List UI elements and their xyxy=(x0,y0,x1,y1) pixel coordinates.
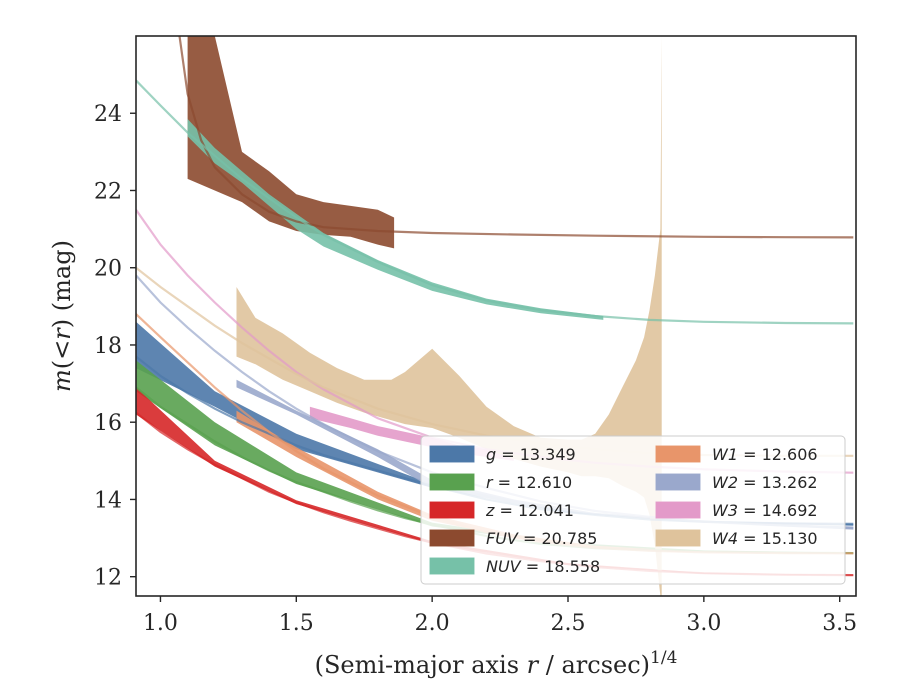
x-tick-label: 1.0 xyxy=(143,611,178,636)
y-tick-label: 16 xyxy=(94,411,122,436)
legend-label-w3: W3 = 14.692 xyxy=(712,501,818,520)
legend: g = 13.349 r = 12.610 z = 12.041 FUV = 20.7… xyxy=(420,435,846,585)
band-fuv xyxy=(187,36,395,249)
y-tick-label: 14 xyxy=(94,488,122,513)
x-tick-label: 3.0 xyxy=(686,611,721,636)
x-axis-label-exponent: 1/4 xyxy=(650,648,677,668)
legend-label-g: g = 13.349 xyxy=(486,445,576,464)
curve-nuv xyxy=(136,79,854,325)
legend-swatch-fuv xyxy=(429,529,475,547)
legend-swatch-w1 xyxy=(655,445,701,463)
y-tick-label: 24 xyxy=(94,102,122,127)
legend-swatch-w2 xyxy=(655,473,701,491)
y-axis-label-close: ) xyxy=(48,319,76,328)
y-axis-label-open: ( xyxy=(48,360,76,369)
x-tick-label: 2.5 xyxy=(551,611,586,636)
legend-label-z: z = 12.041 xyxy=(485,501,574,520)
plot-frame xyxy=(135,35,857,597)
y-axis-label-unit: (mag) xyxy=(48,240,76,319)
legend-swatch-r xyxy=(429,473,475,491)
x-axis-ticks: 1.0 1.5 2.0 2.5 3.0 3.5 xyxy=(143,596,857,636)
legend-swatch-g xyxy=(429,445,475,463)
y-tick-label: 20 xyxy=(94,257,122,282)
y-axis-label: m(<r) (mag) xyxy=(48,240,76,392)
x-tick-label: 3.5 xyxy=(822,611,857,636)
legend-label-r: r = 12.610 xyxy=(486,473,572,492)
x-tick-label: 2.0 xyxy=(415,611,450,636)
legend-label-w1: W1 = 12.606 xyxy=(712,445,818,464)
x-axis-label: (Semi-major axis r / arcsec)1/4 xyxy=(315,648,678,679)
x-axis-label-post: / arcsec) xyxy=(538,651,650,679)
x-tick-label: 1.5 xyxy=(279,611,314,636)
legend-swatch-z xyxy=(429,501,475,519)
y-axis-label-r: r xyxy=(48,327,76,340)
band-w1 xyxy=(236,410,854,554)
legend-swatch-nuv xyxy=(429,557,475,575)
legend-swatch-w3 xyxy=(655,501,701,519)
legend-label-w2: W2 = 13.262 xyxy=(712,473,818,492)
legend-label-fuv: FUV = 20.785 xyxy=(486,529,597,548)
legend-label-w4: W4 = 15.130 xyxy=(712,529,818,548)
y-axis-ticks: 12 14 16 18 20 22 24 xyxy=(94,102,136,591)
y-tick-label: 12 xyxy=(94,566,122,591)
x-axis-label-pre: (Semi-major axis xyxy=(315,651,527,679)
y-axis-label-lt: < xyxy=(48,340,76,360)
y-tick-label: 18 xyxy=(94,334,122,359)
legend-swatch-w4 xyxy=(655,529,701,547)
legend-frame xyxy=(420,435,846,585)
y-axis-label-m: m xyxy=(48,369,76,392)
legend-label-nuv: NUV = 18.558 xyxy=(486,557,600,576)
x-axis-label-var: r xyxy=(527,651,540,679)
y-tick-label: 22 xyxy=(94,179,122,204)
